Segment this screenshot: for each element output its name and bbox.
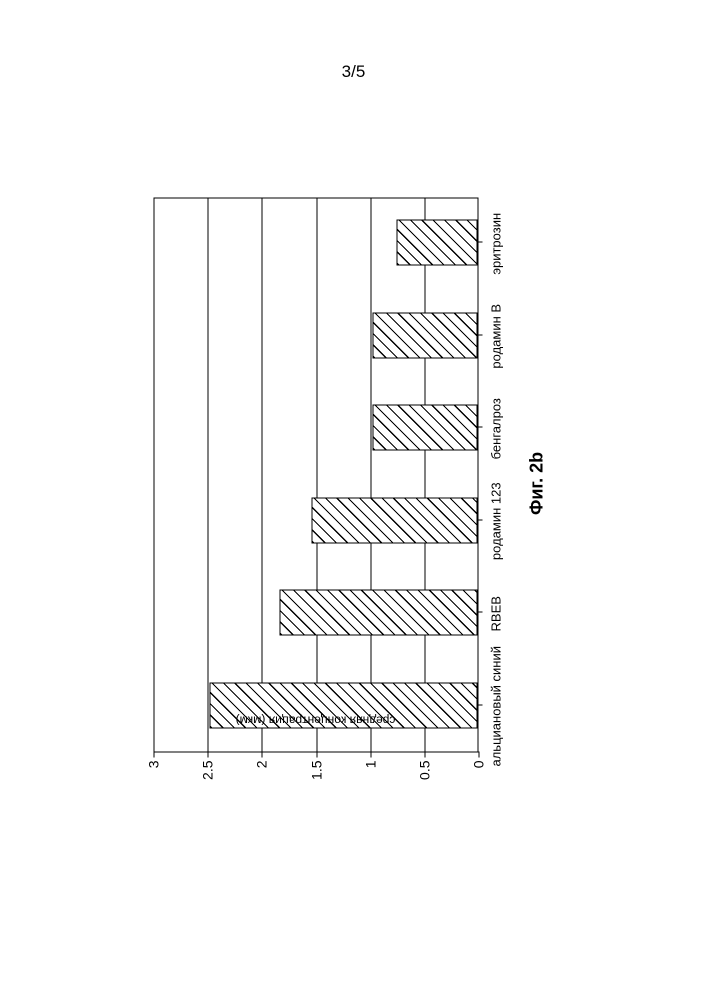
page: 3/5 средняя концентрация (мкм) Фиг. 2b 0… bbox=[0, 0, 707, 1000]
ytick-label: 2 bbox=[253, 761, 269, 787]
ytick bbox=[370, 752, 371, 758]
gridline bbox=[316, 199, 317, 752]
bar bbox=[372, 312, 477, 358]
bar bbox=[396, 220, 477, 266]
ytick bbox=[261, 752, 262, 758]
bar-hatch bbox=[397, 221, 476, 265]
bar bbox=[311, 497, 477, 543]
chart-rotated-container: средняя концентрация (мкм) Фиг. 2b 00.51… bbox=[141, 188, 566, 813]
chart-frame: средняя концентрация (мкм) Фиг. 2b 00.51… bbox=[141, 188, 566, 813]
category-label: родамин 123 bbox=[478, 482, 503, 560]
bar bbox=[279, 590, 477, 636]
bar-hatch bbox=[373, 406, 476, 450]
ytick-label: 0.5 bbox=[416, 761, 432, 787]
ytick-label: 1.5 bbox=[308, 761, 324, 787]
ytick bbox=[153, 752, 154, 758]
gridline bbox=[424, 199, 425, 752]
figure-caption: Фиг. 2b bbox=[526, 452, 547, 515]
gridline bbox=[261, 199, 262, 752]
gridline bbox=[370, 199, 371, 752]
bar bbox=[372, 405, 477, 451]
category-label: родамин В bbox=[478, 304, 503, 369]
category-label: эритрозин bbox=[478, 213, 503, 275]
gridline bbox=[153, 199, 154, 752]
ytick bbox=[316, 752, 317, 758]
ytick bbox=[424, 752, 425, 758]
bar-hatch bbox=[280, 591, 476, 635]
plot-area bbox=[153, 198, 478, 753]
page-indicator: 3/5 bbox=[342, 62, 366, 82]
category-label: RBEB bbox=[478, 596, 503, 631]
ytick-label: 1 bbox=[362, 761, 378, 787]
category-label: бенгалроз bbox=[478, 398, 503, 459]
bar-hatch bbox=[373, 313, 476, 357]
category-label: альциановый синий bbox=[478, 646, 503, 767]
bar-hatch bbox=[312, 498, 476, 542]
ytick bbox=[207, 752, 208, 758]
gridline bbox=[207, 199, 208, 752]
ytick-label: 3 bbox=[145, 761, 161, 787]
yaxis-title: средняя концентрация (мкм) bbox=[235, 714, 395, 728]
ytick-label: 2.5 bbox=[199, 761, 215, 787]
